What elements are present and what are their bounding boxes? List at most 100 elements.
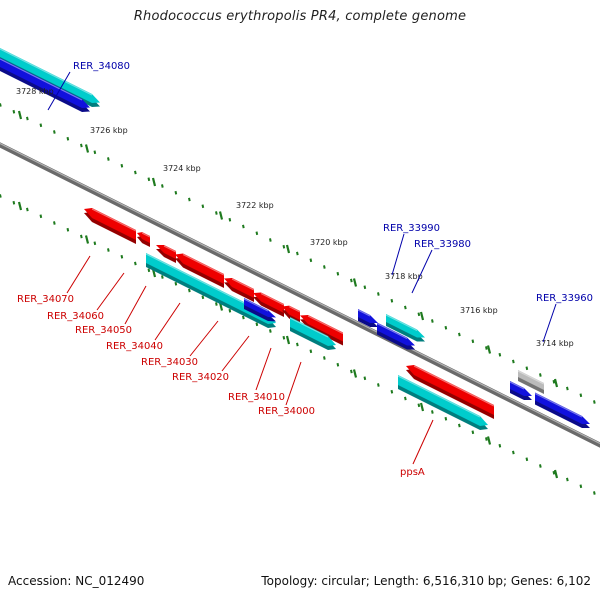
- inner-tick-minor: [161, 275, 164, 279]
- inner-tick-minor: [350, 369, 353, 374]
- gene-cyan-2: [289, 317, 336, 350]
- gene-ppsA: [406, 365, 495, 419]
- gene-label-reverse: RER_34050: [75, 325, 132, 336]
- gene-blue-2: [509, 381, 532, 400]
- outer-tick-minor: [53, 130, 56, 134]
- inner-tick-minor: [26, 207, 29, 212]
- inner-tick-major: [84, 235, 90, 244]
- inner-tick-major: [352, 369, 358, 378]
- outer-tick-minor: [539, 373, 542, 377]
- outer-tick-minor: [0, 103, 2, 107]
- gene-rer-34080-body: [0, 48, 100, 103]
- inner-tick-minor: [525, 457, 529, 462]
- outer-tick-minor: [593, 400, 596, 404]
- gene-cyan-2-body: [290, 317, 336, 346]
- gene-rer-34080-b-shine: [0, 58, 83, 101]
- gene-label-reverse: RER_34030: [141, 357, 198, 368]
- gene-rer-33990-body: [377, 322, 415, 346]
- inner-tick-major: [17, 201, 23, 211]
- inner-tick-minor: [377, 383, 380, 387]
- gene-rer-34020-shade: [253, 296, 284, 317]
- tick-label: 3728 kbp: [16, 87, 54, 96]
- outer-tick-minor: [552, 379, 556, 384]
- gene-rer-34060-shine: [141, 232, 151, 238]
- inner-tick-minor: [471, 430, 475, 435]
- gene-cyan-3-body: [398, 375, 488, 426]
- gene-rer-33960: [534, 392, 590, 428]
- gene-cyan-3: [397, 375, 488, 430]
- gene-rer-34060-body: [137, 232, 150, 243]
- inner-tick-minor: [309, 349, 313, 354]
- inner-tick-minor: [242, 315, 245, 320]
- outer-tick-minor: [215, 211, 218, 215]
- outer-tick-minor: [147, 177, 151, 182]
- outer-tick-minor: [431, 319, 434, 323]
- inner-tick-minor: [201, 295, 205, 300]
- outer-tick-major: [486, 345, 492, 354]
- outer-tick-minor: [444, 325, 448, 330]
- leader-line: [124, 285, 147, 325]
- inner-tick-minor: [566, 477, 569, 482]
- gene-label-reverse: RER_34020: [172, 372, 229, 383]
- outer-tick-major: [17, 110, 23, 120]
- gene-label-reverse: RER_34040: [106, 341, 163, 352]
- gene-ppsA-body: [406, 365, 494, 415]
- inner-tick-minor: [107, 248, 110, 252]
- outer-tick-minor: [404, 305, 407, 310]
- gene-ppsA-shine: [413, 365, 495, 407]
- outer-tick-minor: [242, 224, 245, 229]
- outer-tick-minor: [377, 292, 380, 296]
- gene-features: [0, 48, 590, 430]
- gene-blue-2-body: [510, 381, 532, 396]
- outer-tick-minor: [282, 244, 286, 249]
- labels: 3728 kbp 3726 kbp 3724 kbp 3722 kbp 3720 kbp…: [16, 61, 593, 478]
- tick-label: 3724 kbp: [163, 164, 201, 173]
- tick-label: 3716 kbp: [460, 306, 498, 315]
- gene-rer-34030: [224, 278, 255, 302]
- gene-rer-34000: [300, 315, 344, 346]
- inner-tick-minor: [174, 281, 178, 286]
- inner-tick-minor: [552, 470, 556, 475]
- gene-label-forward: RER_33960: [536, 293, 593, 304]
- outer-tick-minor: [161, 184, 164, 188]
- backbone-line: [0, 142, 600, 448]
- gene-rer-33990-shine: [376, 322, 408, 340]
- gene-rer-33980-body: [386, 314, 425, 338]
- gene-rer-34070: [84, 208, 137, 244]
- outer-tick-major: [553, 378, 559, 388]
- gene-blue-small-shine: [243, 298, 269, 312]
- outer-tick-minor: [458, 332, 461, 337]
- gene-cyan-long: [145, 253, 276, 328]
- gene-rer-34010-shine: [288, 306, 301, 313]
- inner-tick-minor: [323, 356, 326, 360]
- inner-tick-minor: [134, 261, 137, 266]
- gene-rer-34080: [0, 48, 100, 107]
- inner-tick-minor: [417, 403, 421, 408]
- outer-tick-minor: [579, 393, 583, 398]
- leader-line: [96, 272, 125, 311]
- outer-tick-minor: [309, 258, 313, 263]
- inner-tick-minor: [80, 234, 83, 239]
- outer-tick-minor: [39, 123, 43, 128]
- outer-tick-minor: [471, 339, 475, 344]
- outer-tick-minor: [201, 204, 205, 209]
- outer-tick-minor: [12, 109, 16, 114]
- inner-tick-minor: [539, 464, 542, 468]
- leader-line: [255, 347, 272, 391]
- outer-tick-minor: [485, 346, 488, 350]
- outer-tick-minor: [174, 190, 178, 195]
- inner-tick-minor: [0, 194, 2, 198]
- gene-rer-34020: [253, 292, 285, 317]
- gene-rer-34040-body: [175, 253, 224, 284]
- leader-line: [391, 233, 405, 276]
- leader-line: [189, 320, 219, 357]
- gene-rer-33980: [385, 314, 425, 342]
- gene-rer-34050: [156, 245, 177, 263]
- inner-tick-minor: [147, 268, 151, 273]
- gene-label-reverse: ppsA: [400, 467, 425, 478]
- genome-summary-text: Topology: circular; Length: 6,516,310 bp…: [261, 574, 591, 588]
- outer-tick-minor: [120, 163, 124, 168]
- outer-tick-minor: [323, 265, 326, 269]
- gene-rer-33980-shine: [385, 314, 418, 332]
- tick-label: 3718 kbp: [385, 272, 423, 281]
